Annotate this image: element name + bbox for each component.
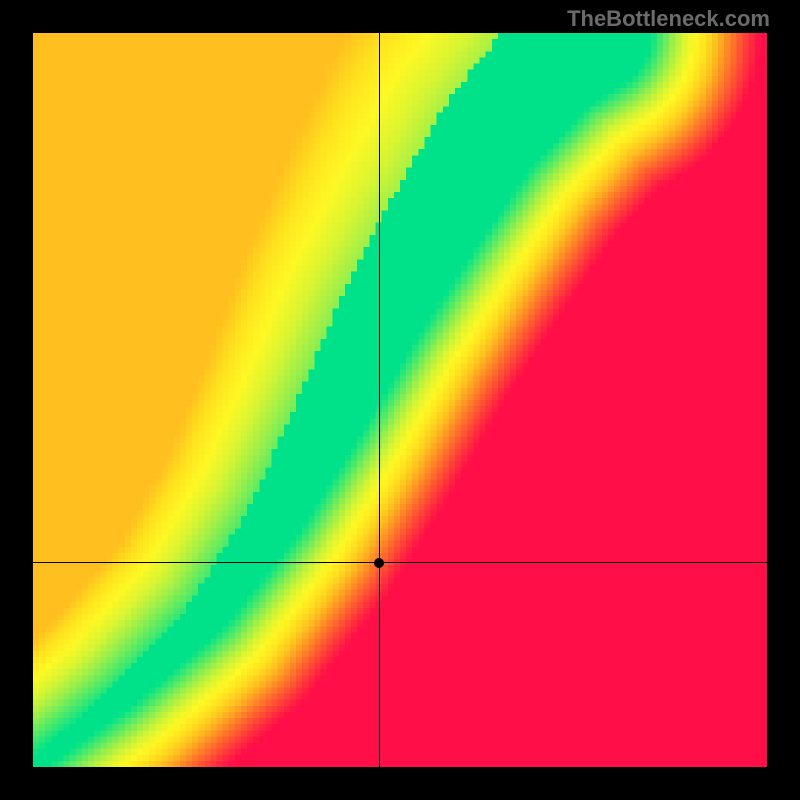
- heatmap-canvas: [33, 33, 767, 767]
- chart-container: TheBottleneck.com: [0, 0, 800, 800]
- watermark-label: TheBottleneck.com: [567, 6, 770, 32]
- crosshair-horizontal: [33, 562, 767, 563]
- crosshair-vertical: [379, 33, 380, 767]
